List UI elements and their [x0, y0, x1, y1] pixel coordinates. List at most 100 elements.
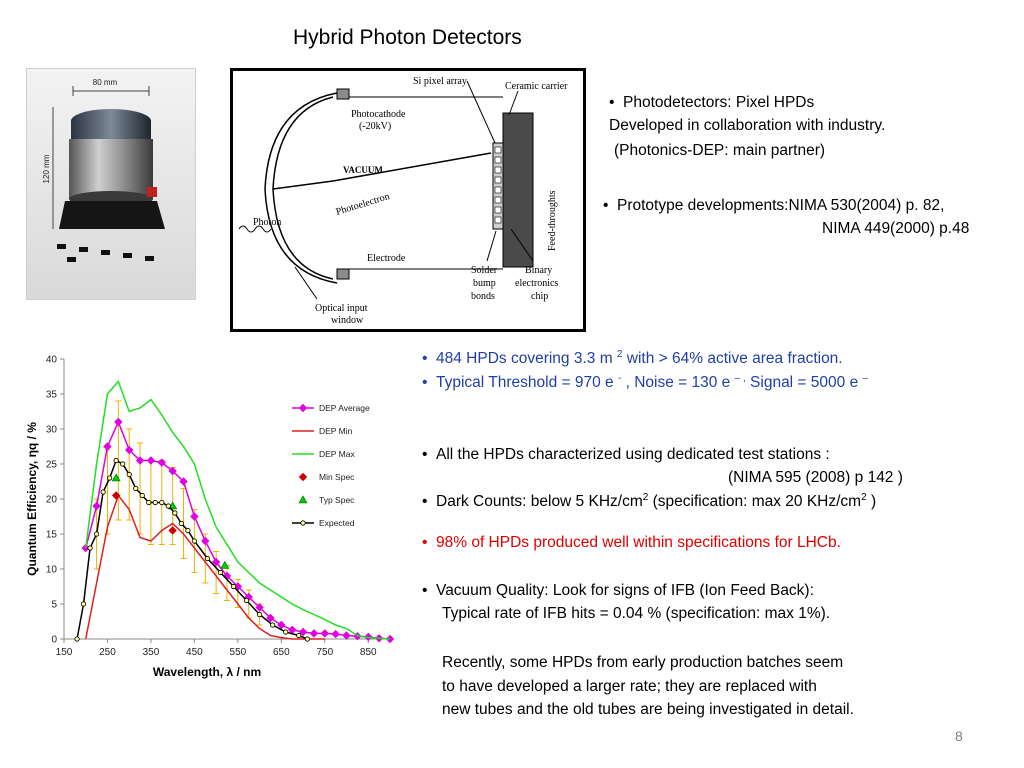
legend-marker-expected — [300, 520, 306, 526]
y-tick-label: 5 — [51, 600, 57, 611]
data-point-typ-spec — [111, 473, 121, 482]
recently-line2: to have developed a larger rate; they ar… — [442, 678, 817, 695]
data-point-dep-average — [277, 620, 286, 630]
recently-line1: Recently, some HPDs from early productio… — [442, 654, 844, 671]
data-point-expected — [94, 531, 100, 537]
data-point-expected — [270, 622, 276, 628]
quantum-efficiency-chart: 0 5 10 15 20 25 30 35 40 150 250 350 450 550 650 750 850… — [24, 346, 400, 684]
data-point-dep-average — [146, 456, 156, 465]
data-point-expected — [191, 538, 197, 544]
data-point-expected — [100, 489, 106, 495]
vacuum-line2: Typical rate of IFB hits = 0.04 % (speci… — [442, 605, 831, 622]
data-point-expected — [304, 636, 311, 642]
schematic-label-solder: Solder — [471, 265, 498, 276]
spec-bullet: • 98% of HPDs produced well within specif… — [422, 534, 841, 551]
dark-counts-bullet: • Dark Counts: below 5 KHz/cm2 (specifica… — [422, 492, 877, 511]
legend-label-dep-min: DEP Min — [319, 426, 353, 436]
legend-marker-typ-spec — [298, 495, 308, 504]
data-point-dep-average — [103, 442, 112, 451]
characterized-ref: (NIMA 595 (2008) p 142 ) — [728, 469, 903, 486]
data-point-dep-average — [114, 417, 123, 427]
data-point-dep-average — [298, 627, 308, 637]
data-point-dep-average — [168, 466, 177, 476]
data-point-min-spec — [111, 491, 121, 500]
y-tick-label: 40 — [46, 355, 58, 366]
legend-label-expected: Expected — [319, 518, 355, 528]
photodetectors-bullet: • Photodetectors: Pixel HPDs — [609, 94, 815, 111]
hpd-schematic: Si pixel array Ceramic carrier Photocath… — [230, 68, 586, 332]
schematic-label-ceramic: Ceramic carrier — [505, 81, 568, 92]
data-point-expected — [126, 471, 132, 478]
schematic-label-chip: chip — [531, 291, 548, 302]
x-tick-label: 750 — [316, 647, 333, 658]
y-tick-label: 20 — [46, 495, 58, 506]
data-point-dep-average — [157, 458, 167, 467]
data-point-expected — [243, 597, 250, 604]
data-point-expected — [178, 520, 184, 527]
data-point-expected — [296, 632, 302, 639]
x-tick-label: 350 — [143, 647, 160, 658]
data-point-expected — [230, 583, 237, 590]
schematic-label-electrode: Electrode — [367, 253, 406, 264]
schematic-label-bump: bump — [473, 278, 496, 289]
legend-label-typ-spec: Typ Spec — [319, 495, 355, 505]
slide-title: Hybrid Photon Detectors — [293, 26, 522, 49]
data-point-expected — [204, 555, 211, 562]
legend-label-min-spec: Min Spec — [319, 472, 355, 482]
data-point-expected — [283, 629, 289, 635]
data-point-dep-average — [255, 603, 264, 612]
prototype-bullet: • Prototype developments:NIMA 530(2004) p… — [603, 197, 945, 214]
photodetectors-line2: Developed in collaboration with industry… — [609, 117, 886, 134]
data-point-dep-average — [135, 456, 145, 465]
schematic-label-photocathode-voltage: (-20kV) — [359, 121, 391, 132]
legend-marker-min-spec — [298, 472, 308, 482]
data-point-expected — [87, 545, 93, 551]
series-line-expected — [76, 459, 308, 640]
schematic-label-photoelectron: Photoelectron — [335, 191, 391, 218]
series-line-dep-max — [84, 379, 391, 640]
data-point-dep-average — [92, 501, 101, 511]
data-point-typ-spec — [220, 560, 230, 569]
y-tick-label: 30 — [46, 425, 58, 436]
x-axis-title: Wavelength, λ / nm — [153, 665, 261, 679]
photo-height-label: 120 mm — [42, 154, 51, 183]
data-point-expected — [139, 492, 145, 499]
data-point-expected — [185, 527, 191, 534]
data-point-dep-average — [320, 629, 330, 638]
data-point-expected — [120, 461, 126, 467]
data-point-dep-average — [201, 536, 210, 546]
data-point-expected — [152, 499, 158, 506]
prototype-line2: NIMA 449(2000) p.48 — [822, 220, 970, 237]
data-point-expected — [172, 510, 178, 516]
recently-line3: new tubes and the old tubes are being in… — [442, 701, 854, 718]
y-tick-label: 15 — [46, 530, 58, 541]
y-tick-label: 35 — [46, 390, 58, 401]
data-point-expected — [74, 636, 80, 642]
data-point-expected — [146, 499, 152, 506]
x-tick-label: 150 — [56, 647, 73, 658]
x-tick-label: 550 — [230, 647, 247, 658]
hpd-photo: 80 mm 120 mm — [26, 68, 196, 300]
data-point-expected — [107, 475, 113, 481]
vacuum-bullet: • Vacuum Quality: Look for signs of IFB (… — [422, 582, 814, 599]
legend-label-dep-max: DEP Max — [319, 449, 355, 459]
data-point-expected — [165, 503, 171, 509]
x-tick-label: 850 — [360, 647, 377, 658]
data-point-dep-average — [179, 477, 188, 486]
schematic-label-electronics: electronics — [515, 278, 558, 289]
hpd-count-bullet: • 484 HPDs covering 3.3 m 2 with > 64% ac… — [422, 349, 843, 368]
data-point-dep-average — [266, 613, 275, 623]
y-tick-label: 0 — [51, 635, 57, 646]
characterized-bullet: • All the HPDs characterized using dedica… — [422, 446, 830, 463]
schematic-label-binary: Binary — [525, 265, 552, 276]
data-point-expected — [113, 457, 119, 464]
data-point-expected — [257, 611, 263, 618]
data-point-dep-average — [124, 445, 134, 455]
data-point-expected — [159, 499, 165, 506]
x-tick-label: 450 — [186, 647, 203, 658]
schematic-label-photocathode: Photocathode — [351, 109, 406, 120]
data-point-min-spec — [168, 526, 177, 535]
threshold-bullet: • Typical Threshold = 970 e - , Noise = 1… — [422, 373, 869, 392]
data-point-dep-average — [342, 631, 351, 640]
x-tick-label: 250 — [99, 647, 116, 658]
